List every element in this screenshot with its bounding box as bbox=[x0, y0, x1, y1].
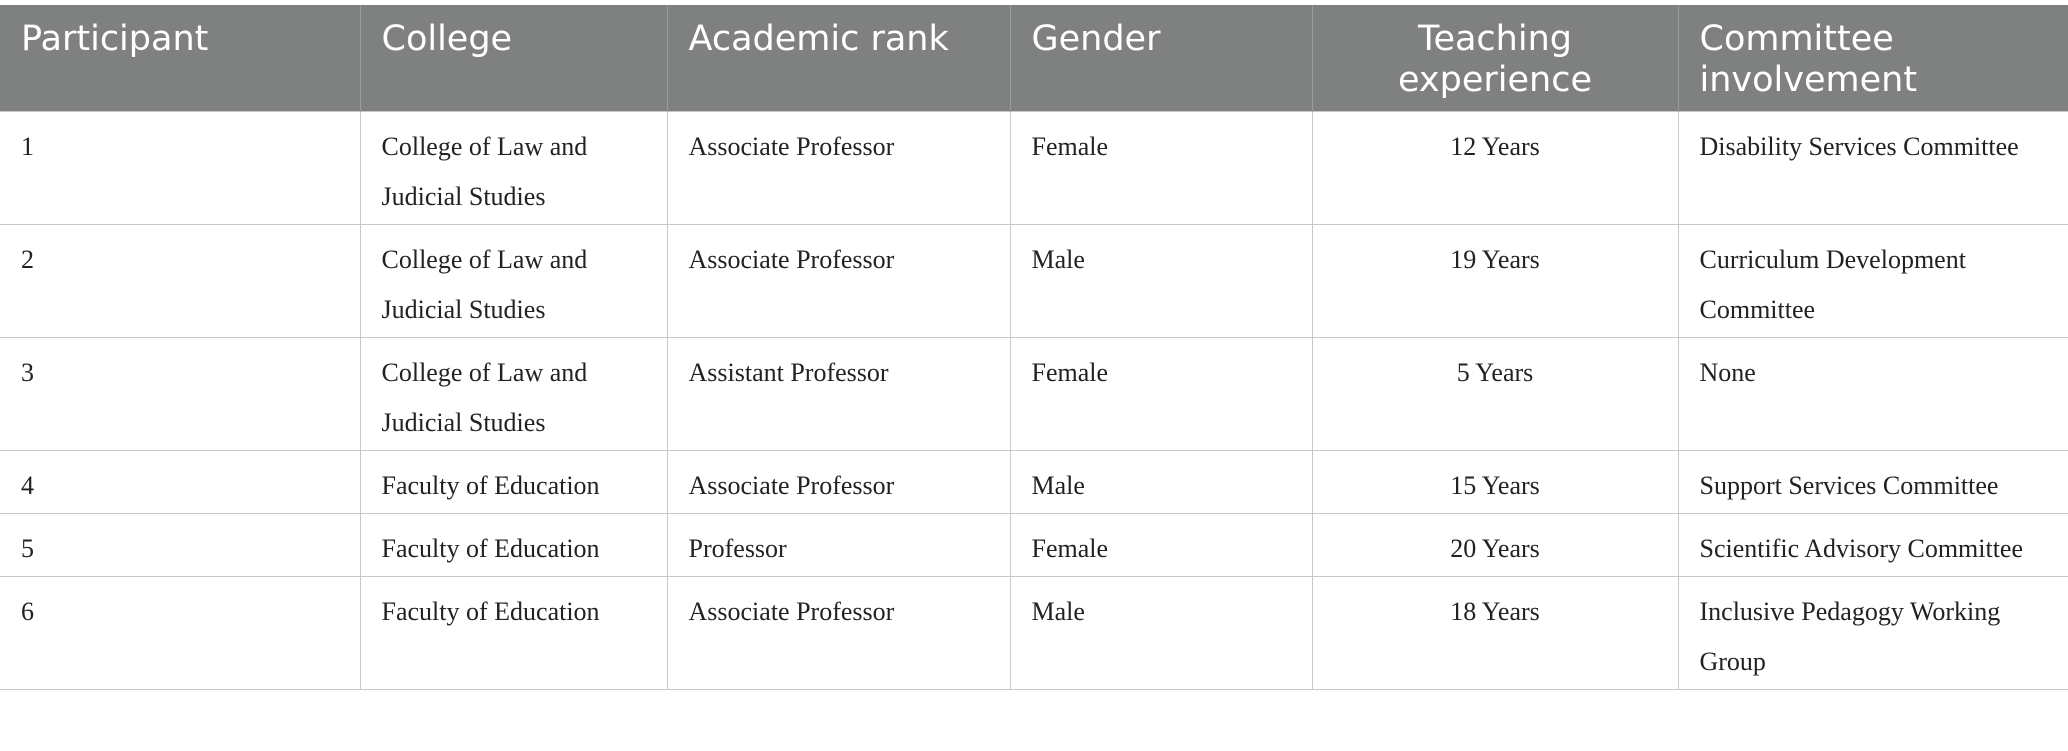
column-header: College bbox=[359, 5, 667, 112]
table-cell: Faculty of Education bbox=[359, 450, 668, 514]
table-cell: Disability Services Committee bbox=[1677, 111, 2068, 225]
table-cell: 3 bbox=[0, 337, 361, 451]
table-cell: 18 Years bbox=[1311, 576, 1679, 690]
table-cell: Female bbox=[1009, 513, 1313, 577]
table-cell: Faculty of Education bbox=[359, 513, 668, 577]
table-cell: Associate Professor bbox=[666, 450, 1011, 514]
table-body: 1 College of Law and Judicial Studies Asso… bbox=[0, 111, 2068, 690]
table-cell: 6 bbox=[0, 576, 361, 690]
column-header: Participant bbox=[0, 5, 360, 112]
table-cell: Associate Professor bbox=[666, 576, 1011, 690]
table-row: 4 Faculty of Education Associate Professor… bbox=[0, 450, 2068, 514]
table-cell: Male bbox=[1009, 224, 1313, 338]
table-cell: Inclusive Pedagogy Working Group bbox=[1677, 576, 2068, 690]
table-cell: 5 Years bbox=[1311, 337, 1679, 451]
table-cell: Support Services Committee bbox=[1677, 450, 2068, 514]
table-cell: College of Law and Judicial Studies bbox=[359, 337, 668, 451]
table-row: 5 Faculty of Education Professor Female 20 Y… bbox=[0, 513, 2068, 577]
table-cell: Associate Professor bbox=[666, 111, 1011, 225]
column-header: Academic rank bbox=[666, 5, 1010, 112]
table-cell: 19 Years bbox=[1311, 224, 1679, 338]
table-cell: Male bbox=[1009, 576, 1313, 690]
table-cell: 12 Years bbox=[1311, 111, 1679, 225]
table-cell: 20 Years bbox=[1311, 513, 1679, 577]
table-cell: Scientific Advisory Committee bbox=[1677, 513, 2068, 577]
table-cell: 4 bbox=[0, 450, 361, 514]
table-row: 1 College of Law and Judicial Studies Asso… bbox=[0, 111, 2068, 225]
table-cell: Associate Professor bbox=[666, 224, 1011, 338]
table-row: 6 Faculty of Education Associate Professor… bbox=[0, 576, 2068, 690]
table-cell: Curriculum Development Committee bbox=[1677, 224, 2068, 338]
table-cell: Female bbox=[1009, 111, 1313, 225]
table-cell: Assistant Professor bbox=[666, 337, 1011, 451]
column-header: Committee involvement bbox=[1677, 5, 2068, 112]
table-container: Participant College Academic rank Gender Tea… bbox=[0, 5, 2068, 690]
table-cell: Faculty of Education bbox=[359, 576, 668, 690]
table-row: 2 College of Law and Judicial Studies Asso… bbox=[0, 224, 2068, 338]
table-cell: Male bbox=[1009, 450, 1313, 514]
table-cell: Female bbox=[1009, 337, 1313, 451]
table-cell: College of Law and Judicial Studies bbox=[359, 111, 668, 225]
table-cell: 5 bbox=[0, 513, 361, 577]
table-cell: Professor bbox=[666, 513, 1011, 577]
table-row: 3 College of Law and Judicial Studies Assi… bbox=[0, 337, 2068, 451]
header-row: Participant College Academic rank Gender Tea… bbox=[0, 5, 2068, 112]
column-header: Gender bbox=[1009, 5, 1312, 112]
data-table: Participant College Academic rank Gender Tea… bbox=[0, 5, 2068, 690]
column-header: Teaching experience bbox=[1311, 5, 1678, 112]
table-cell: 1 bbox=[0, 111, 361, 225]
table-cell: 15 Years bbox=[1311, 450, 1679, 514]
table-cell: College of Law and Judicial Studies bbox=[359, 224, 668, 338]
table-cell: 2 bbox=[0, 224, 361, 338]
table-cell: None bbox=[1677, 337, 2068, 451]
